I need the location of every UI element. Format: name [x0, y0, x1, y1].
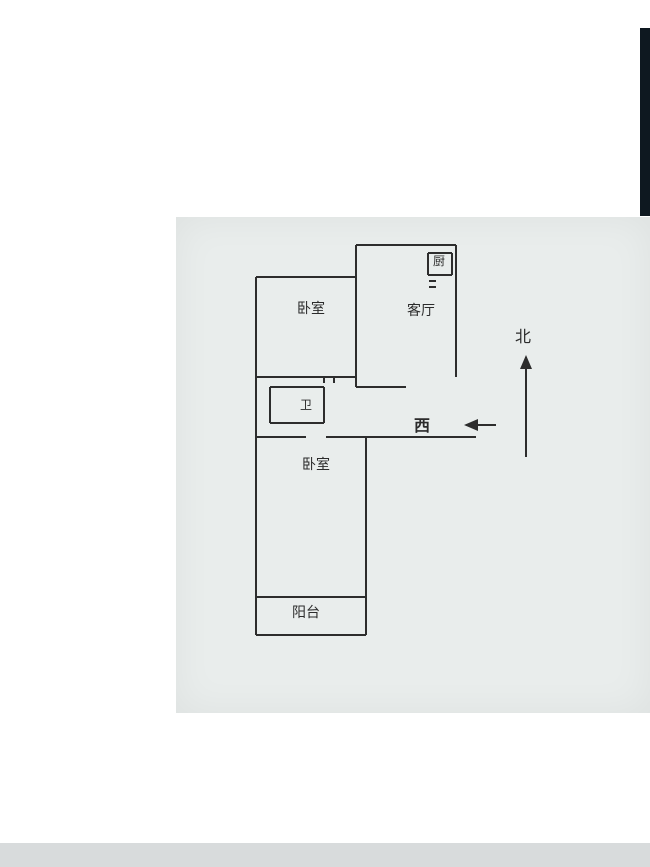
floorplan-photo: 卧室 客厅 厨 卫 卧室 阳台 北 西: [176, 217, 650, 713]
label-balcony: 阳台: [292, 605, 320, 621]
label-bedroom-lower: 卧室: [302, 456, 330, 473]
label-kitchen: 厨: [433, 254, 445, 268]
page-root: 卧室 客厅 厨 卫 卧室 阳台 北 西: [0, 0, 650, 867]
compass-north-label: 北: [515, 328, 531, 346]
compass-west-label: 西: [414, 417, 430, 435]
bottom-bar: [0, 843, 650, 867]
walls-group: [256, 245, 476, 635]
label-bedroom-upper: 卧室: [297, 300, 325, 317]
label-toilet: 卫: [300, 398, 312, 412]
dark-side-strip: [640, 28, 650, 216]
label-living-room: 客厅: [407, 302, 435, 319]
floorplan-svg: 卧室 客厅 厨 卫 卧室 阳台 北 西: [176, 217, 650, 713]
compass-north-arrowhead: [520, 355, 532, 369]
compass-west-arrowhead: [464, 419, 478, 431]
